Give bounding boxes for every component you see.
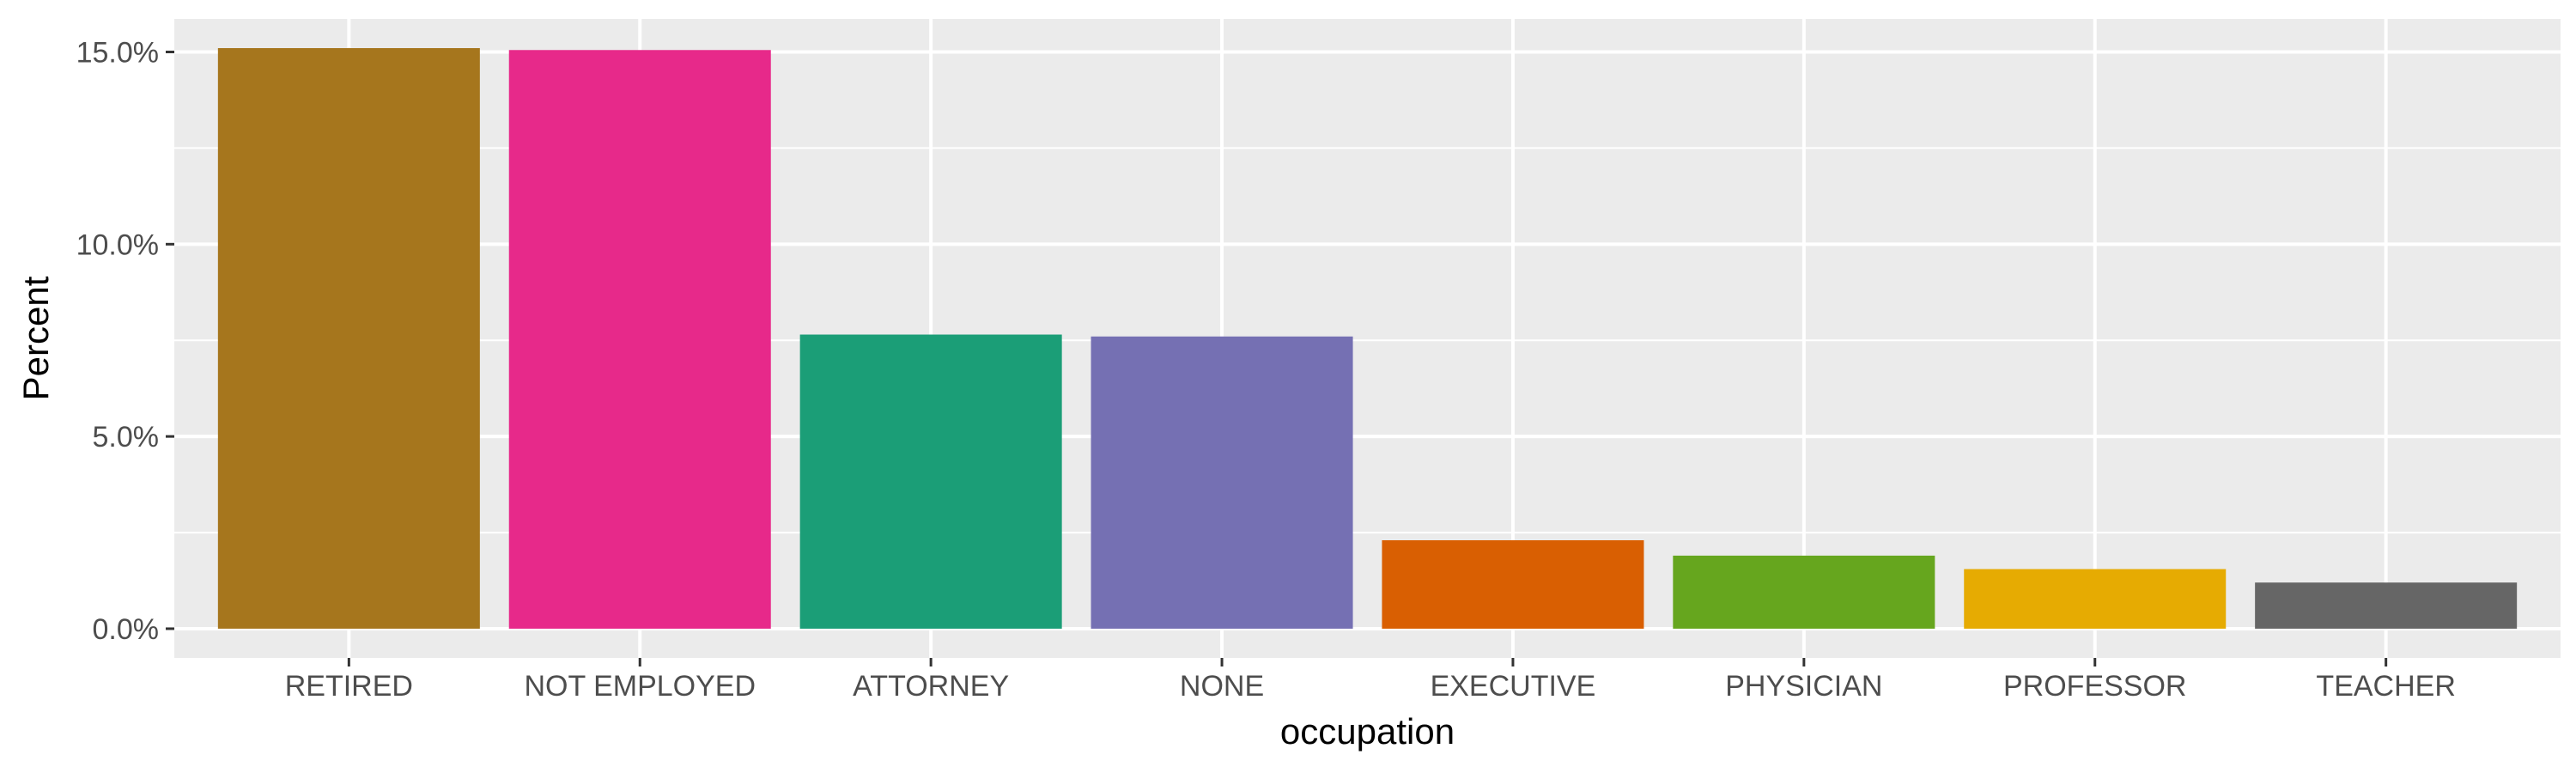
bar-none — [1091, 336, 1353, 629]
bar-attorney — [799, 334, 1062, 629]
x-tick-label: RETIRED — [285, 670, 413, 703]
y-tick-label: 15.0% — [76, 36, 159, 69]
bar-teacher — [2255, 582, 2518, 629]
y-axis-ticks: 0.0% 5.0% 10.0% 15.0% — [76, 36, 174, 646]
x-tick-label: EXECUTIVE — [1431, 670, 1596, 703]
bars — [217, 48, 2518, 629]
y-axis-title: Percent — [15, 276, 56, 400]
y-tick-label: 10.0% — [76, 228, 159, 261]
x-tick-label: TEACHER — [2316, 670, 2455, 703]
bar-professor — [1964, 569, 2227, 629]
bar-executive — [1382, 540, 1644, 629]
x-tick-label: PHYSICIAN — [1725, 670, 1882, 703]
bar-physician — [1673, 555, 1935, 629]
x-tick-label: NOT EMPLOYED — [524, 670, 756, 703]
y-tick-label: 0.0% — [93, 613, 160, 646]
bar-retired — [217, 48, 480, 629]
x-tick-label: NONE — [1180, 670, 1264, 703]
x-axis-ticks: RETIRED NOT EMPLOYED ATTORNEY NONE EXECUTIVE… — [285, 658, 2456, 703]
x-axis-title: occupation — [1280, 711, 1455, 752]
bar-not-employed — [508, 50, 771, 629]
x-tick-label: ATTORNEY — [853, 670, 1009, 703]
y-tick-label: 5.0% — [93, 421, 160, 453]
x-tick-label: PROFESSOR — [2003, 670, 2186, 703]
